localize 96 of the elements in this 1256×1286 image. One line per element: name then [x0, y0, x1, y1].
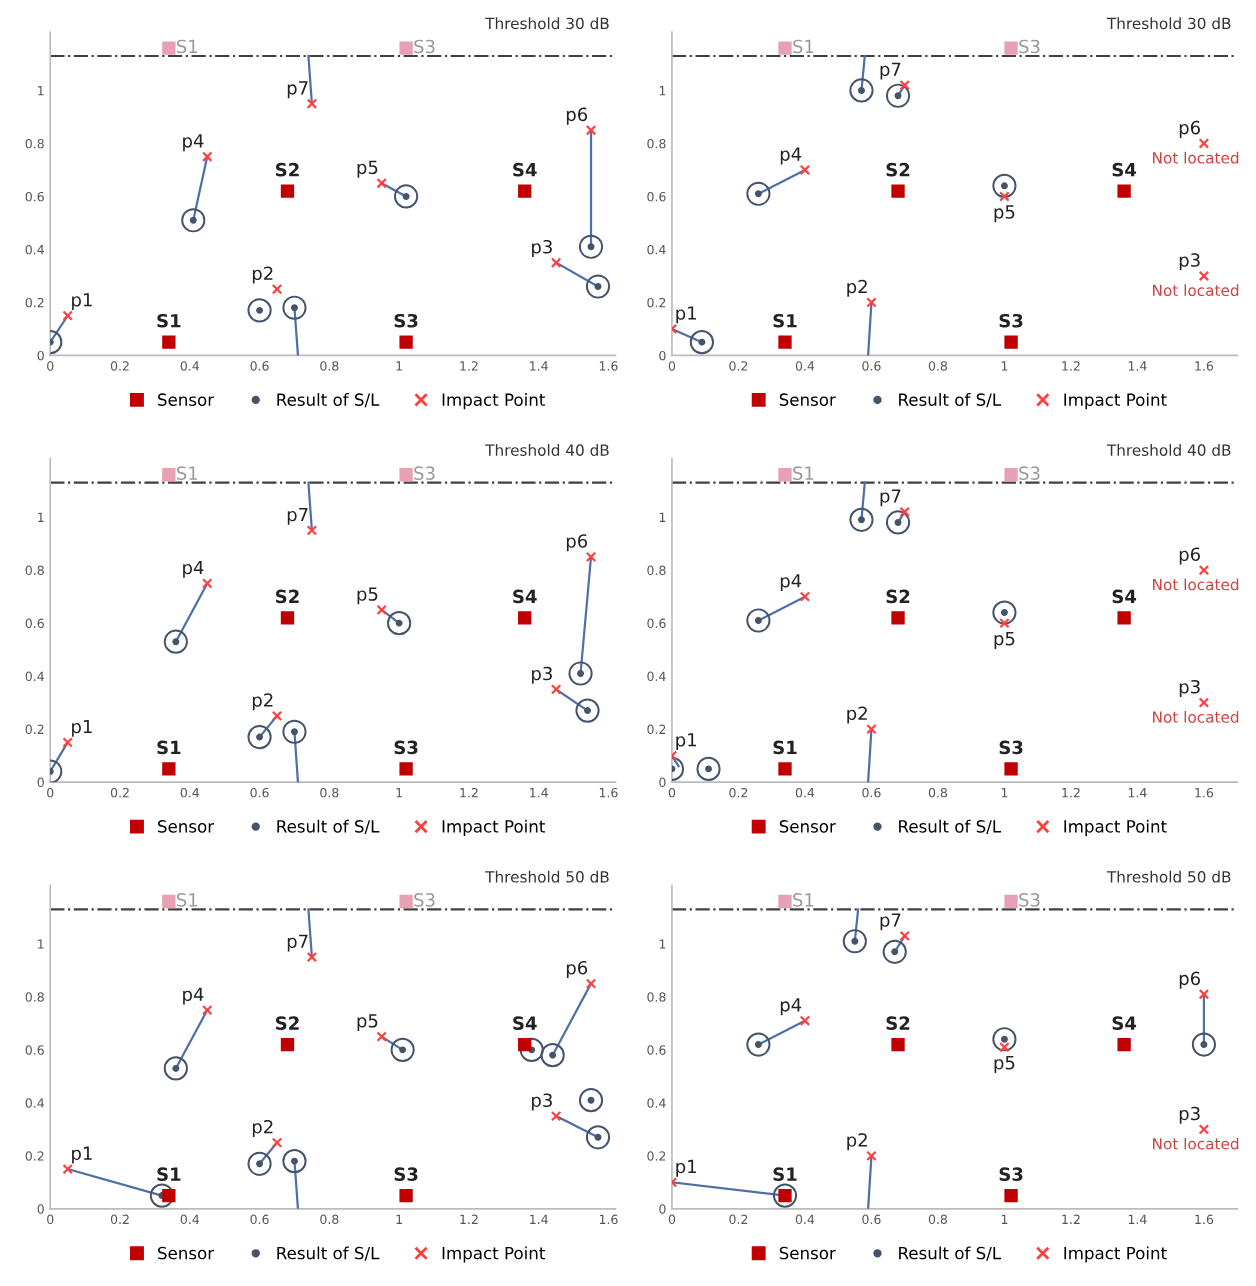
annotation: S4	[513, 162, 537, 177]
annotation: S4	[1112, 589, 1137, 604]
annotation: p6	[1179, 971, 1200, 989]
annotation: p2	[847, 279, 867, 297]
annotation: S3	[1019, 893, 1040, 907]
annotation: p6	[566, 534, 588, 552]
annotation: p3	[1179, 679, 1200, 698]
annotation: S4	[1112, 162, 1137, 177]
annotation: S1	[177, 893, 198, 907]
annotation: S3	[394, 313, 418, 328]
annotation: p6	[566, 107, 588, 125]
legend-label: Impact Point	[442, 1246, 545, 1263]
annotation: S1	[793, 39, 814, 54]
annotation: p7	[880, 489, 901, 507]
annotation: p5	[994, 1056, 1015, 1074]
annotation: p2	[847, 706, 867, 724]
legend-label: Result of S/L	[277, 819, 380, 834]
annotation: S4	[1112, 1016, 1137, 1030]
annotation: S1	[773, 313, 797, 328]
legend-label: Sensor	[779, 393, 836, 406]
annotation: p4	[780, 574, 802, 592]
annotation: p4	[183, 134, 204, 152]
annotation: p4	[780, 147, 802, 165]
annotation: p1	[72, 293, 92, 311]
legend-label: Result of S/L	[277, 393, 380, 408]
annotation: p7	[287, 934, 308, 952]
annotation: p2	[252, 1119, 273, 1138]
legend-label: Result of S/L	[899, 1246, 1002, 1261]
annotation: S1	[177, 39, 198, 54]
legend-label: Impact Point	[442, 393, 545, 410]
annotation: S3	[414, 893, 435, 907]
annotation: S2	[886, 162, 910, 177]
annotation: p6	[1179, 547, 1200, 565]
legend-label: Sensor	[779, 1246, 836, 1260]
annotation: S3	[1019, 39, 1040, 54]
annotation: p7	[287, 81, 308, 99]
legend-label: Result of S/L	[899, 393, 1002, 408]
annotation: p1	[676, 306, 697, 324]
annotation: S3	[414, 39, 435, 54]
annotation: p3	[532, 1093, 552, 1111]
annotation: S3	[999, 740, 1023, 755]
annotation: S3	[1019, 466, 1040, 480]
annotation: p2	[252, 693, 273, 711]
annotation: p5	[357, 587, 378, 605]
annotation: p3	[1179, 1106, 1200, 1124]
annotation: S3	[999, 1167, 1023, 1181]
annotation: S1	[793, 466, 814, 480]
annotation: p5	[994, 205, 1015, 223]
annotation: p7	[287, 507, 308, 525]
legend-label: Impact Point	[1064, 1246, 1167, 1263]
annotation: p5	[357, 1014, 378, 1032]
legend-label: Sensor	[158, 393, 215, 406]
annotation: p2	[847, 1133, 867, 1151]
annotation: p1	[72, 719, 92, 737]
annotation: p7	[880, 913, 901, 931]
annotation: S2	[276, 162, 299, 177]
annotation: S2	[886, 589, 910, 604]
annotation: p5	[357, 160, 378, 178]
annotation: p4	[183, 560, 204, 578]
annotation: p6	[566, 960, 588, 979]
legend-label: Sensor	[779, 820, 836, 833]
legend-label: Impact Point	[442, 819, 545, 836]
legend-label: Impact Point	[1064, 393, 1167, 410]
annotation: p7	[880, 62, 901, 80]
annotation: S2	[886, 1016, 910, 1030]
annotation: S3	[414, 466, 435, 480]
legend-label: Result of S/L	[899, 819, 1002, 834]
annotation: p1	[676, 733, 697, 751]
legend-label: Impact Point	[1064, 819, 1167, 836]
annotation: p5	[994, 632, 1015, 649]
annotation: S4	[513, 589, 537, 604]
annotation: p3	[532, 239, 552, 258]
annotation: p1	[676, 1159, 697, 1177]
annotation: S1	[157, 1167, 181, 1181]
annotation: p3	[532, 666, 552, 684]
annotation: p4	[780, 998, 802, 1016]
annotation: S2	[276, 1016, 299, 1030]
legend-label: Result of S/L	[277, 1246, 380, 1261]
annotation: S4	[513, 1016, 537, 1030]
legend-label: Sensor	[158, 820, 215, 833]
annotation: S3	[999, 313, 1023, 328]
annotation: p1	[72, 1146, 92, 1164]
annotation: S1	[793, 893, 814, 907]
annotation: S1	[157, 313, 181, 328]
annotation: S1	[773, 740, 797, 755]
annotation: p3	[1179, 253, 1200, 271]
annotation: S3	[394, 740, 418, 755]
annotation: p6	[1179, 120, 1200, 138]
legend-label: Sensor	[158, 1246, 215, 1260]
annotation: S1	[177, 466, 198, 480]
annotation: S3	[394, 1167, 418, 1181]
annotation: S2	[276, 589, 299, 604]
annotation: S1	[773, 1167, 797, 1181]
annotation: p2	[252, 266, 273, 284]
annotation: S1	[157, 740, 181, 755]
annotation: p4	[183, 987, 204, 1005]
